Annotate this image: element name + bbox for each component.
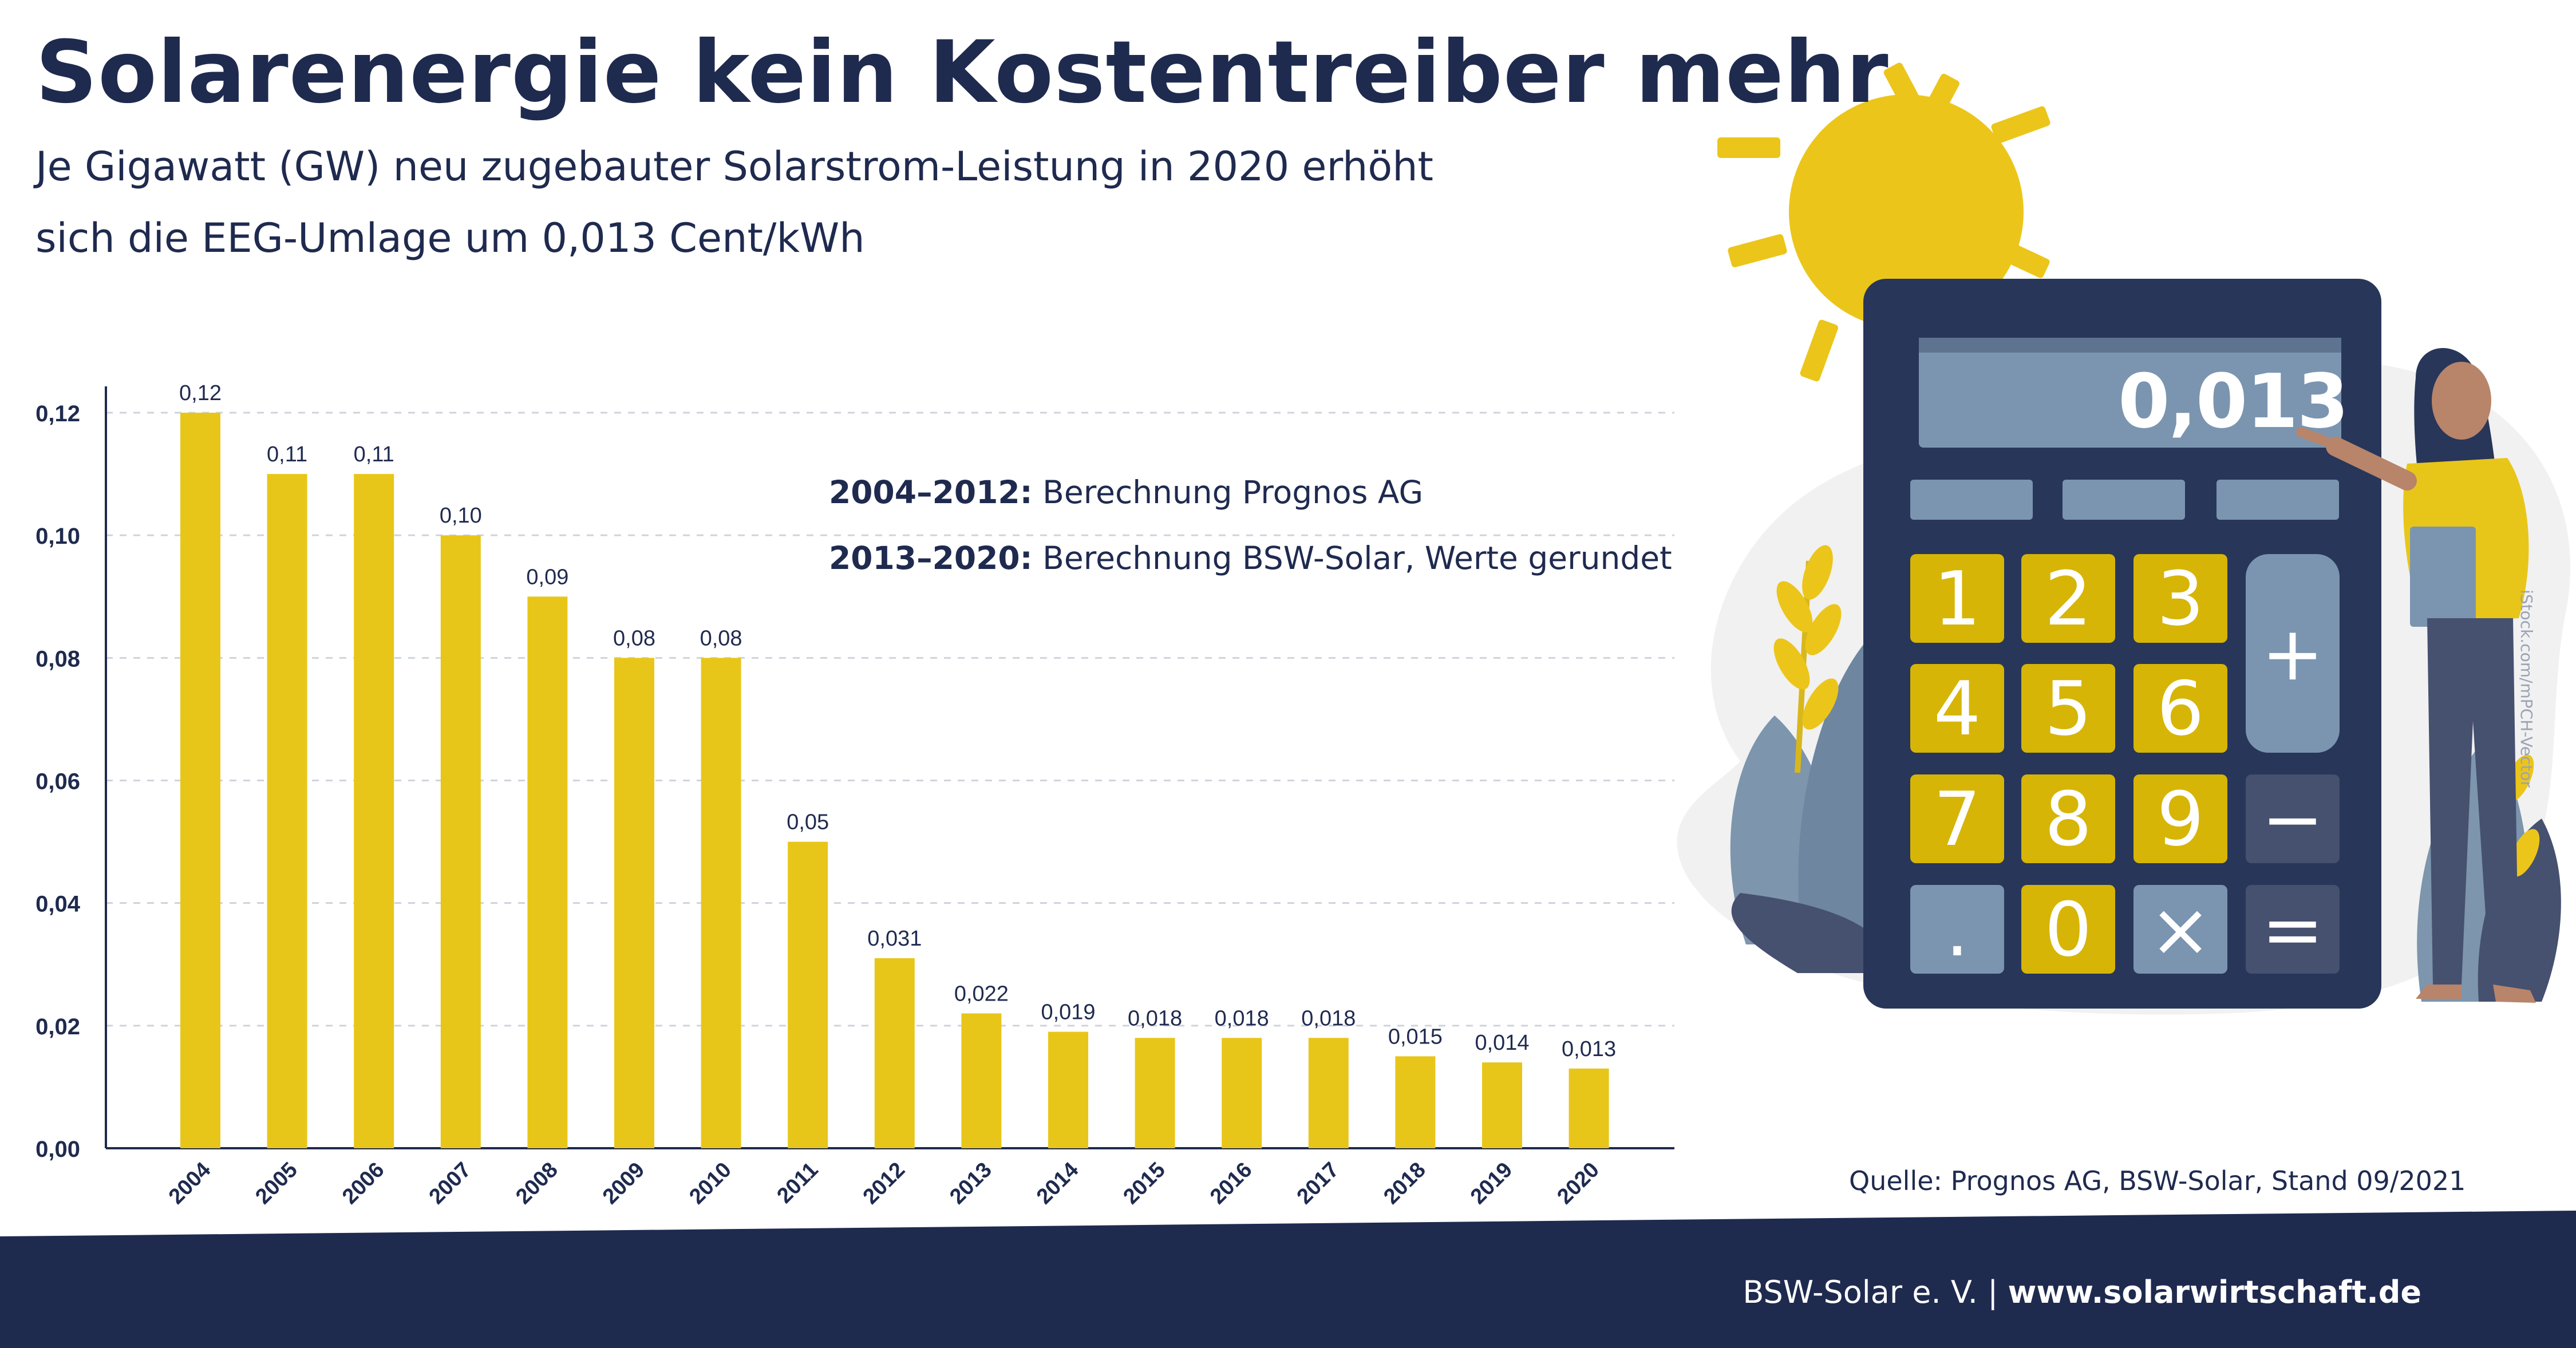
value-label-2017: 0,018 [1301, 1006, 1356, 1030]
x-tick-label-2015: 2015 [1119, 1158, 1170, 1209]
x-tick-label-2013: 2013 [945, 1158, 996, 1209]
key-3: 3 [2134, 554, 2227, 643]
key-2: 2 [2021, 554, 2115, 643]
value-label-2016: 0,018 [1215, 1006, 1269, 1030]
key-7: 7 [1910, 774, 2004, 863]
key-1: 1 [1910, 554, 2004, 643]
value-label-2009: 0,08 [613, 626, 655, 650]
note-bsw: 2013–2020: Berechnung BSW-Solar, Werte g… [829, 540, 1672, 576]
y-tick-label: 0,10 [35, 524, 80, 549]
x-tick-label-2012: 2012 [859, 1158, 910, 1209]
calculator-small-key [2063, 480, 2185, 520]
value-label-2018: 0,015 [1388, 1025, 1443, 1049]
bar-2015 [1135, 1038, 1175, 1148]
bar-2016 [1222, 1038, 1262, 1148]
key-minus: − [2246, 774, 2340, 863]
calculator-display [1919, 338, 2341, 448]
x-tick-label-2017: 2017 [1293, 1158, 1344, 1209]
key-dot: . [1910, 885, 2004, 974]
value-label-2006: 0,11 [354, 442, 394, 467]
x-tick-label-2006: 2006 [338, 1158, 389, 1209]
calculator-small-key [2217, 480, 2339, 520]
y-tick-label: 0,08 [35, 646, 80, 671]
page-title: Solarenergie kein Kostentreiber mehr [35, 23, 1889, 122]
sun-icon [1717, 62, 2050, 382]
bar-2017 [1308, 1038, 1349, 1148]
bar-2005 [267, 474, 307, 1149]
key-0: 0 [2021, 885, 2115, 974]
note-prognos-text: Berechnung Prognos AG [1032, 474, 1424, 511]
y-tick-label: 0,04 [35, 892, 81, 917]
key-4: 4 [1910, 664, 2004, 753]
x-tick-label-2005: 2005 [251, 1158, 302, 1209]
value-label-2015: 0,018 [1128, 1006, 1182, 1030]
bar-2013 [961, 1013, 1002, 1148]
y-tick-label: 0,12 [35, 401, 80, 426]
key-multiply: × [2134, 885, 2227, 974]
y-tick-label: 0,02 [35, 1014, 80, 1039]
subtitle-line-1: Je Gigawatt (GW) neu zugebauter Solarstr… [35, 143, 1434, 190]
x-tick-label-2018: 2018 [1379, 1158, 1430, 1209]
value-label-2012: 0,031 [867, 927, 922, 951]
x-tick-label-2009: 2009 [598, 1158, 649, 1209]
key-6: 6 [2134, 664, 2227, 753]
value-label-2005: 0,11 [267, 442, 307, 467]
key-8: 8 [2021, 774, 2115, 863]
key-5: 5 [2021, 664, 2115, 753]
value-label-2007: 0,10 [440, 504, 482, 528]
footer-url[interactable]: www.solarwirtschaft.de [2008, 1274, 2421, 1310]
x-tick-label-2020: 2020 [1552, 1158, 1603, 1209]
x-tick-label-2007: 2007 [425, 1158, 476, 1209]
value-label-2010: 0,08 [700, 626, 742, 650]
key-9: 9 [2134, 774, 2227, 863]
bar-2011 [788, 841, 828, 1148]
footer-text: BSW-Solar e. V. | www.solarwirtschaft.de [1743, 1274, 2421, 1310]
value-label-2014: 0,019 [1041, 1001, 1095, 1025]
x-tick-label-2010: 2010 [685, 1158, 736, 1209]
calculator-small-key [1910, 480, 2033, 520]
x-tick-label-2004: 2004 [164, 1158, 215, 1209]
bar-2007 [440, 535, 481, 1148]
bar-2018 [1395, 1056, 1436, 1148]
value-label-2004: 0,12 [179, 381, 222, 405]
y-tick-label: 0,06 [35, 769, 80, 794]
calculator-display-value: 0,013 [2118, 358, 2349, 445]
note-bsw-text: Berechnung BSW-Solar, Werte gerundet [1032, 540, 1672, 576]
value-label-2011: 0,05 [787, 811, 829, 835]
key-equals: = [2246, 885, 2340, 974]
subtitle-line-2: sich die EEG-Umlage um 0,013 Cent/kWh [35, 215, 865, 262]
value-label-2019: 0,014 [1475, 1031, 1529, 1055]
bar-2008 [527, 596, 568, 1148]
key-plus: + [2246, 554, 2340, 753]
source-note: Quelle: Prognos AG, BSW-Solar, Stand 09/… [1849, 1165, 2466, 1196]
bar-2020 [1568, 1068, 1609, 1148]
footer-org: BSW-Solar e. V. | [1743, 1274, 2008, 1310]
value-label-2020: 0,013 [1562, 1037, 1616, 1061]
bar-2009 [614, 658, 654, 1148]
bar-2019 [1482, 1062, 1522, 1148]
value-label-2008: 0,09 [526, 565, 568, 589]
woman-figure [2296, 347, 2536, 1003]
y-tick-label: 0,00 [35, 1137, 80, 1162]
bar-2014 [1048, 1031, 1088, 1148]
value-label-2013: 0,022 [954, 982, 1009, 1006]
x-tick-label-2008: 2008 [511, 1158, 562, 1209]
note-bsw-years: 2013–2020: [829, 540, 1033, 576]
bar-2012 [874, 958, 915, 1148]
x-tick-label-2014: 2014 [1032, 1158, 1083, 1209]
x-tick-label-2011: 2011 [773, 1158, 823, 1208]
bar-2010 [701, 658, 741, 1148]
x-tick-label-2016: 2016 [1206, 1158, 1257, 1209]
bar-2004 [180, 413, 220, 1148]
bar-2006 [354, 474, 394, 1149]
x-tick-label-2019: 2019 [1466, 1158, 1517, 1209]
note-prognos-years: 2004–2012: [829, 474, 1033, 511]
note-prognos: 2004–2012: Berechnung Prognos AG [829, 474, 1423, 511]
